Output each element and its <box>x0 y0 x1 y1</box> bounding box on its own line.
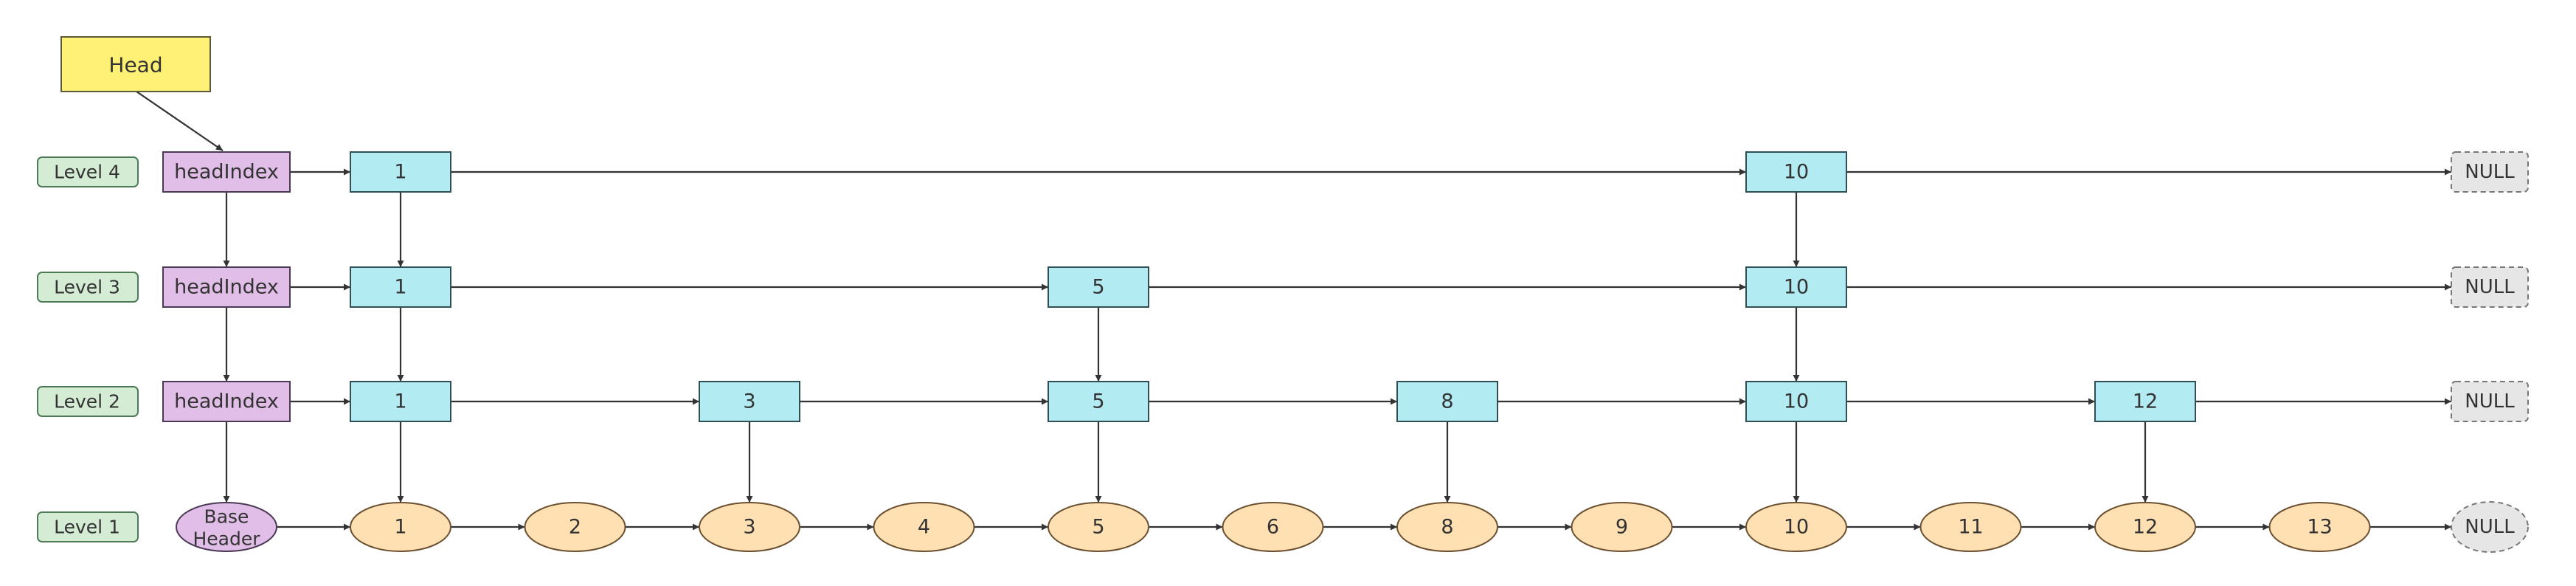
level-tag-label: Level 3 <box>54 277 120 298</box>
data-node-label: 6 <box>1267 516 1279 539</box>
head-index-label: headIndex <box>174 390 279 413</box>
null-terminator: NULL <box>2451 381 2529 422</box>
level-tag-label: Level 1 <box>54 517 120 538</box>
edges <box>136 91 2451 531</box>
base-header-line: Base <box>204 506 249 528</box>
null-label: NULL <box>2465 390 2515 413</box>
index-node-label: 1 <box>394 276 406 299</box>
level-tag: Level 2 <box>37 386 139 417</box>
data-node-label: 8 <box>1441 516 1453 539</box>
null-label: NULL <box>2465 161 2515 183</box>
index-node-label: 10 <box>1784 390 1809 413</box>
data-node-label: 1 <box>394 516 406 539</box>
index-node-label: 12 <box>2133 390 2158 413</box>
level-tag: Level 3 <box>37 272 139 303</box>
data-node: 1 <box>350 502 451 552</box>
index-node-label: 1 <box>394 161 406 184</box>
data-node-label: 5 <box>1092 516 1104 539</box>
data-node: 4 <box>873 502 975 552</box>
base-header-line: Header <box>193 528 260 550</box>
index-node-label: 5 <box>1092 390 1104 413</box>
head-index-label: headIndex <box>174 276 279 299</box>
head-box: Head <box>60 36 211 92</box>
data-node-label: 2 <box>569 516 581 539</box>
index-node: 5 <box>1048 266 1149 308</box>
index-node-label: 8 <box>1441 390 1453 413</box>
index-node: 3 <box>699 381 800 422</box>
data-node-label: 3 <box>743 516 755 539</box>
null-terminator: NULL <box>2451 266 2529 308</box>
data-node-label: 4 <box>918 516 930 539</box>
data-node: 2 <box>524 502 626 552</box>
level-tag-label: Level 4 <box>54 162 120 183</box>
data-node-label: 11 <box>1958 516 1983 539</box>
null-label: NULL <box>2465 276 2515 298</box>
data-node-label: 13 <box>2307 516 2332 539</box>
index-node: 10 <box>1745 381 1847 422</box>
null-terminator: NULL <box>2451 501 2529 553</box>
data-node: 9 <box>1571 502 1673 552</box>
data-node-label: 10 <box>1784 516 1809 539</box>
head-index: headIndex <box>162 266 291 308</box>
edge-head-to-header <box>136 91 224 151</box>
data-node-label: 9 <box>1616 516 1628 539</box>
index-node: 10 <box>1745 151 1847 193</box>
nodes: Head Level 4 Level 3 Level 2 Level 1 headInde… <box>37 36 2529 553</box>
index-node: 1 <box>350 381 451 422</box>
data-node: 12 <box>2094 502 2196 552</box>
null-label: NULL <box>2465 516 2515 538</box>
data-node: 6 <box>1222 502 1324 552</box>
index-node: 5 <box>1048 381 1149 422</box>
level-tag-label: Level 2 <box>54 391 120 413</box>
data-node: 8 <box>1396 502 1498 552</box>
index-node: 12 <box>2094 381 2196 422</box>
null-terminator: NULL <box>2451 151 2529 193</box>
data-node: 5 <box>1048 502 1149 552</box>
index-node: 8 <box>1396 381 1498 422</box>
head-label: Head <box>108 53 162 77</box>
index-node-label: 5 <box>1092 276 1104 299</box>
data-node: 11 <box>1919 502 2022 552</box>
index-node-label: 10 <box>1784 161 1809 184</box>
data-node: 13 <box>2268 502 2371 552</box>
data-node: 3 <box>699 502 800 552</box>
index-node-label: 1 <box>394 390 406 413</box>
index-node: 1 <box>350 151 451 193</box>
data-node: 10 <box>1745 502 1847 552</box>
index-node: 1 <box>350 266 451 308</box>
head-index: headIndex <box>162 381 291 422</box>
head-index: headIndex <box>162 151 291 193</box>
level-tag: Level 1 <box>37 511 139 542</box>
data-node-label: 12 <box>2133 516 2158 539</box>
head-index-label: headIndex <box>174 161 279 184</box>
index-node: 10 <box>1745 266 1847 308</box>
index-node-label: 10 <box>1784 276 1809 299</box>
level-tag: Level 4 <box>37 156 139 187</box>
index-node-label: 3 <box>743 390 755 413</box>
